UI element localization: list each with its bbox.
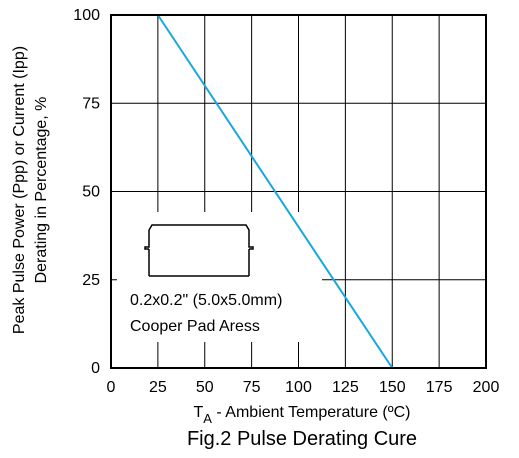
- pad-diagram: [116, 212, 322, 342]
- series-line: [157, 14, 394, 369]
- pad-outline: [148, 224, 254, 250]
- x-tick-label: 25: [149, 379, 167, 396]
- y-tick-label: 100: [73, 7, 100, 24]
- x-tick-label: 0: [107, 379, 116, 396]
- x-axis-label: TA - Ambient Temperature (ºC): [194, 404, 411, 426]
- annotation-line1: 0.2x0.2" (5.0x5.0mm): [130, 292, 282, 309]
- annotation-background: [117, 212, 322, 342]
- x-tick-label: 75: [243, 379, 261, 396]
- chart-title: Fig.2 Pulse Derating Cure: [187, 428, 417, 450]
- x-tick-label: 150: [379, 379, 406, 396]
- x-tick-label: 125: [332, 379, 359, 396]
- x-axis-label-text: - Ambient Temperature (ºC): [212, 404, 411, 421]
- x-axis-label-subscript: A: [203, 411, 212, 426]
- plot-border: [110, 14, 487, 369]
- pad-outline: [144, 230, 150, 250]
- x-tick-label: 100: [285, 379, 312, 396]
- x-tick-label: 175: [426, 379, 453, 396]
- x-tick-label: 200: [473, 379, 500, 396]
- x-tick-label: 50: [196, 379, 214, 396]
- y-tick-label: 0: [91, 360, 100, 377]
- y-tick-label: 25: [82, 272, 100, 289]
- annotation-background: [116, 266, 156, 276]
- y-axis-label-line1: Peak Pulse Power (Ppp) or Current (Ipp): [11, 46, 28, 334]
- x-axis-label-symbol: T: [194, 404, 204, 421]
- y-tick-label: 75: [82, 95, 100, 112]
- text-layer: 0 25 50 75 100 125 150 175 200 0 25 50 75 100 TA - Amb…: [11, 7, 499, 450]
- y-tick-label: 50: [82, 184, 100, 201]
- plot-frame: [110, 14, 487, 369]
- y-axis-label-line2: Derating in Percentage, %: [33, 97, 50, 284]
- annotation-line2: Cooper Pad Aress: [130, 318, 260, 335]
